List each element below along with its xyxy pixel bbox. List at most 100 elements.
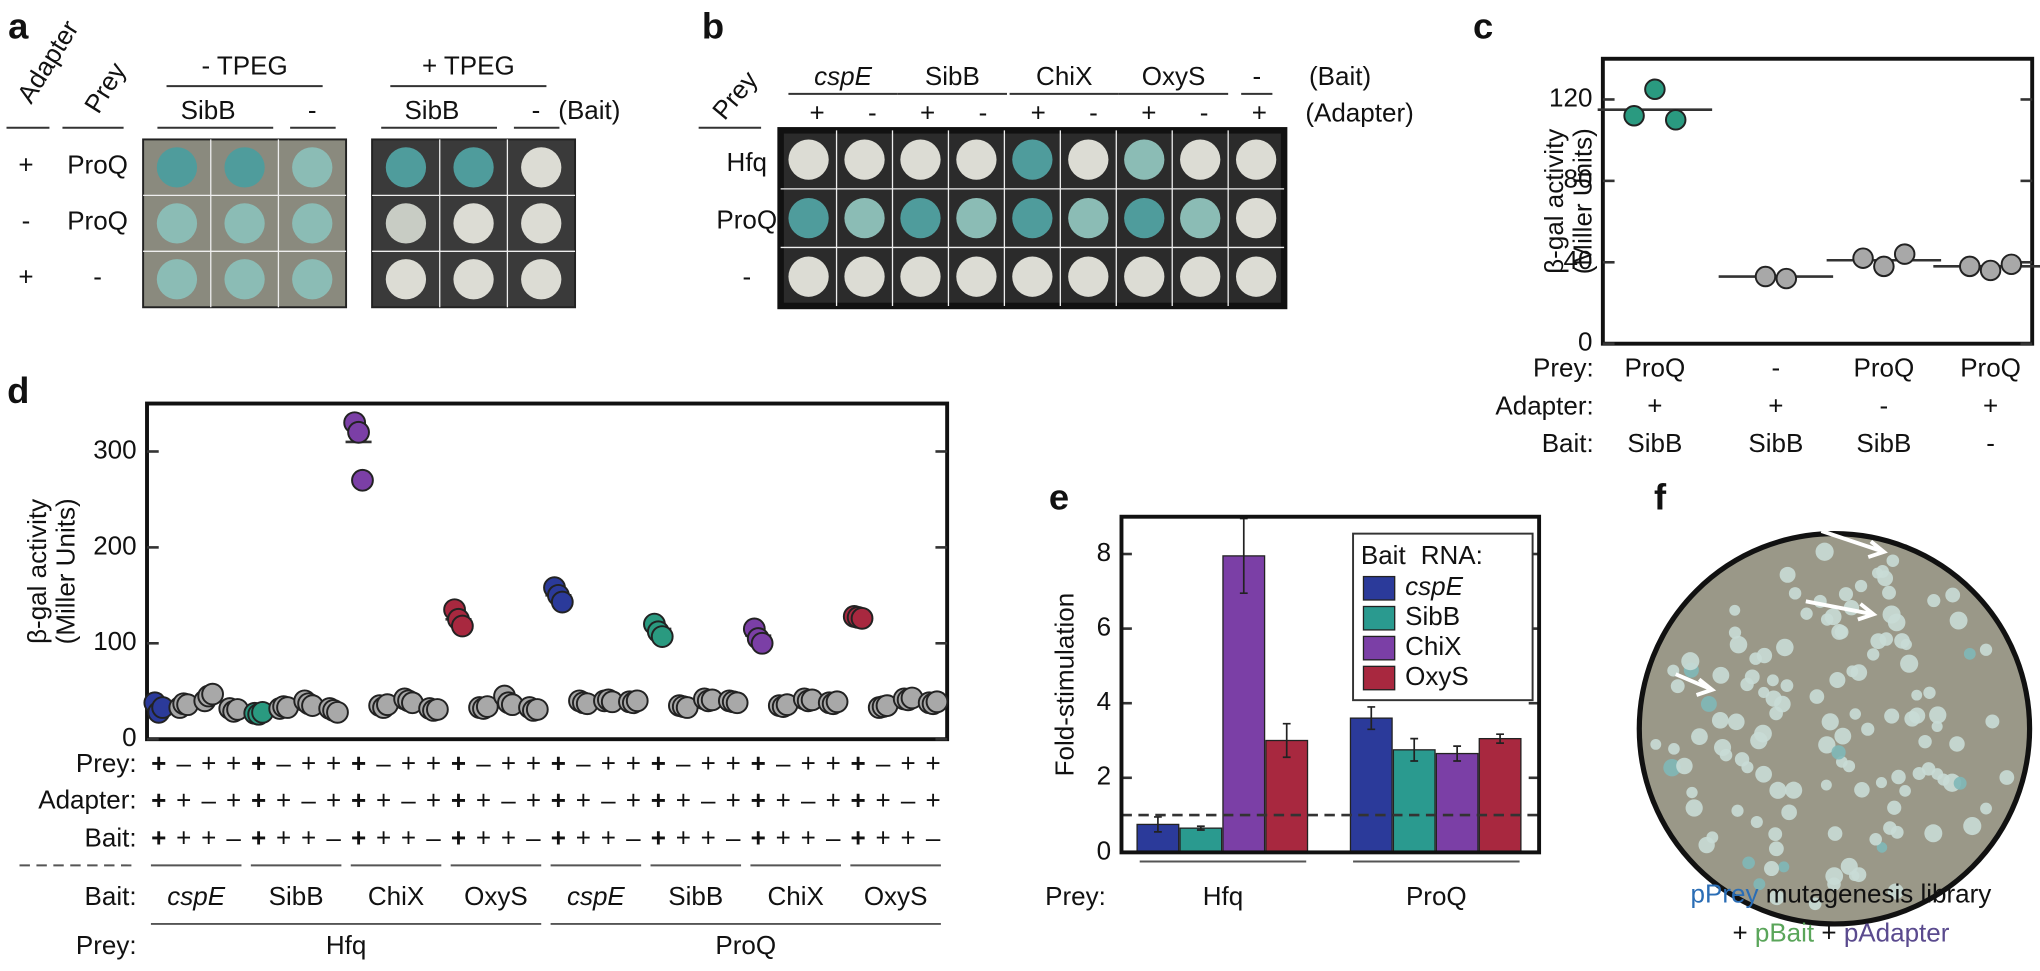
colony — [1867, 648, 1880, 661]
row-label: Prey: — [76, 748, 137, 778]
error-bar — [1410, 737, 1419, 762]
condition-sign: – — [226, 822, 241, 852]
condition-sign: + — [501, 748, 516, 778]
colony-spot — [788, 256, 829, 297]
condition-label: + — [1983, 390, 1998, 420]
condition-sign: + — [876, 785, 891, 815]
colony-spot — [900, 139, 941, 180]
data-point — [850, 606, 874, 630]
y-tick-label: 120 — [1549, 82, 1592, 112]
condition-sign: + — [676, 822, 691, 852]
legend-swatch — [1362, 605, 1396, 631]
prey-name: - — [93, 262, 102, 292]
colony — [1929, 706, 1947, 724]
prey-label: Prey — [706, 65, 763, 125]
condition-sign: + — [901, 822, 916, 852]
legend-label: cspE — [1405, 571, 1463, 601]
condition-sign: – — [601, 785, 616, 815]
data-point — [1893, 243, 1916, 265]
colony — [1882, 605, 1901, 624]
prey-name: Hfq — [326, 930, 366, 960]
colony — [1842, 760, 1856, 773]
colony-spot — [1180, 256, 1221, 297]
x-tick-label: ProQ — [1406, 881, 1467, 911]
legend-swatch — [1362, 575, 1396, 601]
condition-sign: + — [326, 748, 341, 778]
condition-sign: + — [876, 822, 891, 852]
x-tick-label: Hfq — [1203, 881, 1243, 911]
y-tick-label: 4 — [1097, 686, 1111, 716]
colony — [1877, 570, 1894, 587]
legend-title: Bait — [1361, 540, 1407, 570]
colony — [1711, 712, 1729, 729]
condition-sign: + — [801, 748, 816, 778]
condition-sign: + — [151, 822, 166, 852]
condition-sign: + — [751, 785, 766, 815]
colony-spot — [1180, 139, 1221, 180]
colony-spot — [385, 147, 427, 188]
adapter-sign: - — [1089, 98, 1098, 128]
data-point — [750, 631, 774, 655]
plate-title: + TPEG — [422, 51, 515, 81]
colony — [1963, 816, 1982, 836]
condition-sign: + — [476, 822, 491, 852]
data-point — [1959, 255, 1981, 278]
legend-label: ChiX — [1405, 631, 1461, 661]
bar — [1222, 555, 1266, 854]
condition-sign: + — [826, 748, 841, 778]
legend-label: OxyS — [1405, 661, 1469, 691]
colony — [1869, 832, 1882, 846]
colony — [1891, 769, 1906, 785]
condition-sign: – — [476, 748, 491, 778]
colony — [1808, 897, 1822, 911]
condition-sign: + — [526, 785, 541, 815]
error-bar — [1453, 745, 1462, 762]
bait-label: (Bait) — [1309, 61, 1371, 91]
caption-part: + — [1814, 917, 1844, 947]
adapter-sign: + — [809, 98, 824, 128]
y-tick-label: 6 — [1097, 611, 1111, 641]
colony — [1740, 677, 1754, 692]
colony — [1849, 708, 1862, 720]
condition-sign: + — [701, 748, 716, 778]
condition-sign: + — [426, 748, 441, 778]
condition-sign: + — [776, 822, 791, 852]
data-point — [1873, 255, 1895, 278]
colony-spot — [1012, 139, 1053, 180]
plot-frame — [145, 401, 950, 742]
bar — [1478, 737, 1522, 854]
prey-name: ProQ — [67, 150, 128, 180]
condition-sign: + — [751, 822, 766, 852]
panel-label: a — [8, 5, 29, 46]
colony — [1831, 624, 1848, 640]
colony — [1924, 824, 1943, 843]
condition-sign: + — [226, 748, 241, 778]
colony — [1764, 861, 1780, 877]
colony-spot — [1124, 198, 1165, 239]
arrow — [1805, 599, 1878, 622]
colony — [1714, 738, 1732, 757]
y-tick-label: 100 — [93, 626, 136, 656]
condition-sign: – — [901, 785, 916, 815]
colony — [1691, 728, 1708, 746]
condition-sign: + — [251, 822, 266, 852]
colony-spot — [1235, 256, 1277, 297]
condition-label: - — [1880, 390, 1889, 420]
data-point — [1644, 78, 1666, 101]
bar — [1392, 749, 1436, 854]
condition-sign: + — [651, 822, 666, 852]
data-point — [426, 698, 449, 721]
condition-label: SibB — [1748, 428, 1803, 458]
colony — [1884, 708, 1900, 724]
y-tick-label: 40 — [1564, 245, 1593, 275]
colony-spot — [224, 259, 265, 300]
colony — [1768, 827, 1783, 842]
colony — [1769, 781, 1787, 799]
condition-sign: + — [851, 785, 866, 815]
error-bar — [1154, 816, 1162, 833]
condition-sign: + — [826, 785, 841, 815]
condition-sign: + — [426, 785, 441, 815]
colony — [1727, 713, 1745, 731]
bait-label: - — [532, 95, 541, 125]
colony-spot — [156, 203, 198, 244]
